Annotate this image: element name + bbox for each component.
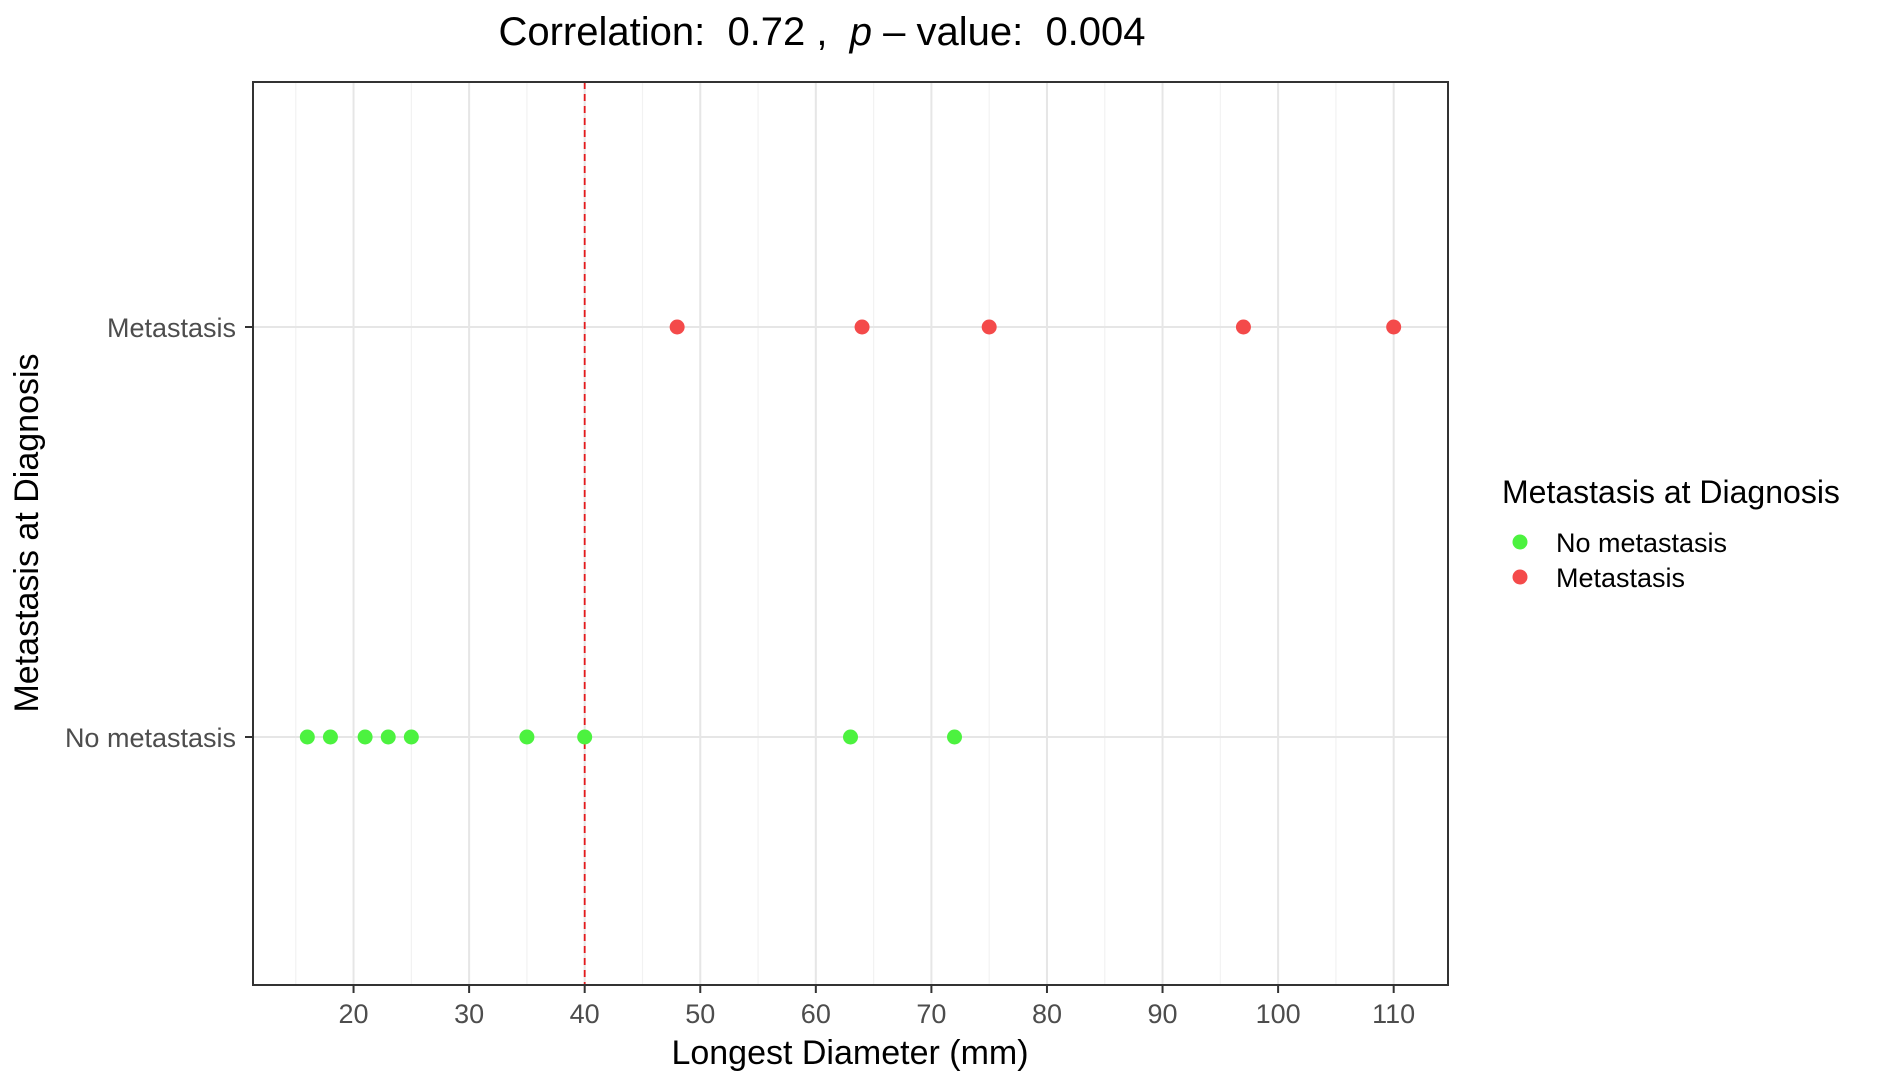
data-point (577, 729, 593, 745)
plot-panel (253, 82, 1448, 985)
chart-title-italic: p (849, 10, 872, 54)
y-axis-title: Metastasis at Diagnosis (8, 353, 46, 712)
legend-items: No metastasis Metastasis (1512, 528, 1727, 593)
x-axis-title: Longest Diameter (mm) (671, 1034, 1028, 1072)
data-point (322, 729, 338, 745)
x-tick-label: 70 (916, 999, 946, 1029)
data-point (981, 319, 997, 335)
legend-key (1512, 569, 1528, 585)
data-point (947, 729, 963, 745)
chart-title-suffix: – value: 0.004 (872, 10, 1146, 54)
data-point (854, 319, 870, 335)
x-tick-label: 100 (1256, 999, 1301, 1029)
legend-label: Metastasis (1556, 563, 1685, 593)
chart-title: Correlation: 0.72 , p – value: 0.004 (498, 10, 1145, 54)
x-tick-label: 40 (570, 999, 600, 1029)
y-tick-label: No metastasis (65, 723, 236, 753)
legend-label: No metastasis (1556, 528, 1727, 558)
x-tick-label: 90 (1148, 999, 1178, 1029)
chart-title-prefix: Correlation: 0.72 , (498, 10, 849, 54)
legend-key (1512, 534, 1528, 550)
legend: Metastasis at Diagnosis No metastasis Met… (1502, 474, 1840, 593)
data-point (843, 729, 858, 745)
data-point (1235, 319, 1251, 335)
plot-border (252, 81, 1449, 986)
data-point (299, 729, 315, 745)
x-tick-label: 80 (1032, 999, 1062, 1029)
data-point (519, 729, 535, 745)
x-axis-ticks: 20 30 40 50 60 70 80 90 100 110 (339, 985, 1415, 1029)
data-point (1386, 319, 1402, 335)
x-tick-label: 20 (339, 999, 369, 1029)
x-tick-label: 50 (685, 999, 715, 1029)
data-point (357, 729, 373, 745)
data-point (403, 729, 419, 745)
data-points (299, 319, 1402, 745)
x-tick-label: 110 (1372, 999, 1415, 1029)
y-tick-label: Metastasis (107, 313, 236, 343)
x-tick-label: 30 (454, 999, 484, 1029)
data-point (380, 729, 396, 745)
x-tick-label: 60 (801, 999, 831, 1029)
legend-title: Metastasis at Diagnosis (1502, 474, 1840, 510)
y-axis-ticks: No metastasis Metastasis (65, 313, 253, 753)
data-point (669, 319, 685, 335)
